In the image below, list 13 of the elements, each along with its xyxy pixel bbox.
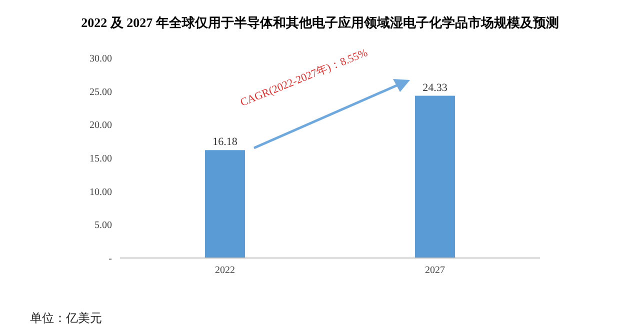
y-tick-label: 15.00 <box>90 154 112 165</box>
y-tick-label: 5.00 <box>94 220 112 232</box>
y-tick-label: 20.00 <box>90 120 112 132</box>
data-label: 16.18 <box>212 136 238 148</box>
y-tick-label: 25.00 <box>90 86 112 98</box>
y-tick-label: 10.00 <box>90 186 112 198</box>
chart-title: 2022 及 2027 年全球仅用于半导体和其他电子应用领域湿电子化学品市场规模及预测 <box>80 14 560 32</box>
text: 单位：亿美元 <box>30 310 102 327</box>
y-tick-label: 30.00 <box>90 54 112 65</box>
x-tick-label: 2027 <box>425 265 445 276</box>
x-tick-label: 2022 <box>215 265 235 276</box>
y-tick-label: - <box>108 254 112 265</box>
data-label: 24.33 <box>422 82 448 94</box>
